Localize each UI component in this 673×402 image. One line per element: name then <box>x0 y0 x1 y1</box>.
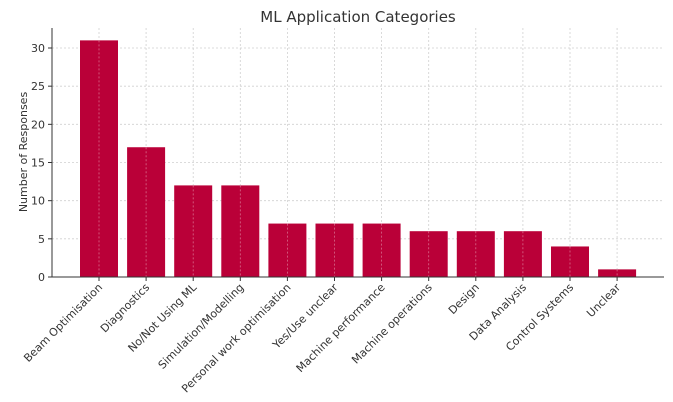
axes <box>51 28 664 278</box>
y-tick-label: 20 <box>31 118 45 131</box>
y-axis-label: Number of Responses <box>17 92 30 213</box>
x-tick-label: Simulation/Modelling <box>156 281 247 372</box>
x-tick-label: Design <box>446 281 482 317</box>
x-tick-label: Unclear <box>584 281 623 320</box>
y-tick-labels: 0 5 10 15 20 25 30 <box>31 42 52 284</box>
y-tick-label: 5 <box>38 233 45 246</box>
y-tick-label: 10 <box>31 195 45 208</box>
bar <box>456 231 495 277</box>
x-tick-label: Beam Optimisation <box>21 281 105 365</box>
chart-title: ML Application Categories <box>260 8 456 26</box>
bar <box>598 269 637 277</box>
y-tick-label: 15 <box>31 157 45 170</box>
y-tick-label: 0 <box>38 271 45 284</box>
x-tick-label: Machine operations <box>349 281 435 367</box>
grid-lines <box>52 28 664 278</box>
y-tick-label: 25 <box>31 80 45 93</box>
bar <box>503 231 542 277</box>
bars <box>80 40 637 277</box>
x-tick-label: Machine performance <box>294 281 388 375</box>
y-tick-label: 30 <box>31 42 45 55</box>
bar <box>409 231 448 277</box>
